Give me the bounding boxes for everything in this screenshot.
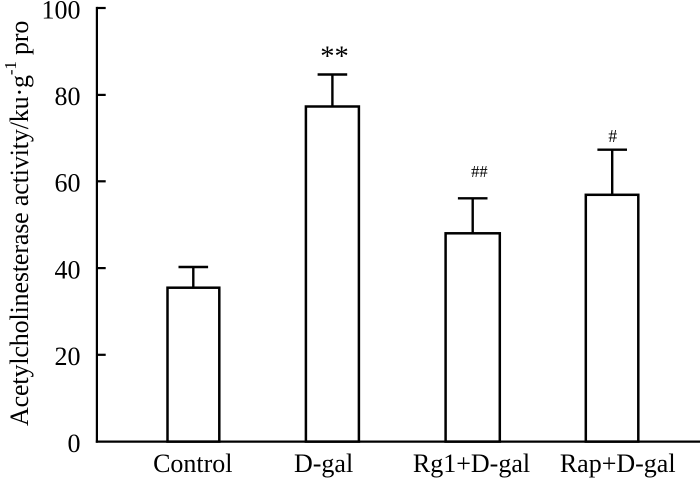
svg-text:80: 80 bbox=[55, 82, 81, 111]
svg-text:20: 20 bbox=[55, 342, 81, 371]
svg-text:**: ** bbox=[320, 42, 349, 73]
svg-text:100: 100 bbox=[42, 0, 81, 24]
svg-text:Rg1+D-gal: Rg1+D-gal bbox=[413, 449, 530, 478]
svg-text:40: 40 bbox=[55, 255, 81, 284]
svg-text:0: 0 bbox=[68, 429, 81, 458]
svg-text:##: ## bbox=[471, 162, 488, 181]
svg-text:#: # bbox=[608, 126, 617, 146]
svg-text:D-gal: D-gal bbox=[294, 449, 353, 478]
svg-text:60: 60 bbox=[55, 169, 81, 198]
svg-text:Control: Control bbox=[153, 449, 232, 478]
svg-text:Rap+D-gal: Rap+D-gal bbox=[560, 449, 676, 478]
svg-text:Acetylcholinesterase activity/: Acetylcholinesterase activity/ku·g-1 pro bbox=[1, 21, 34, 426]
